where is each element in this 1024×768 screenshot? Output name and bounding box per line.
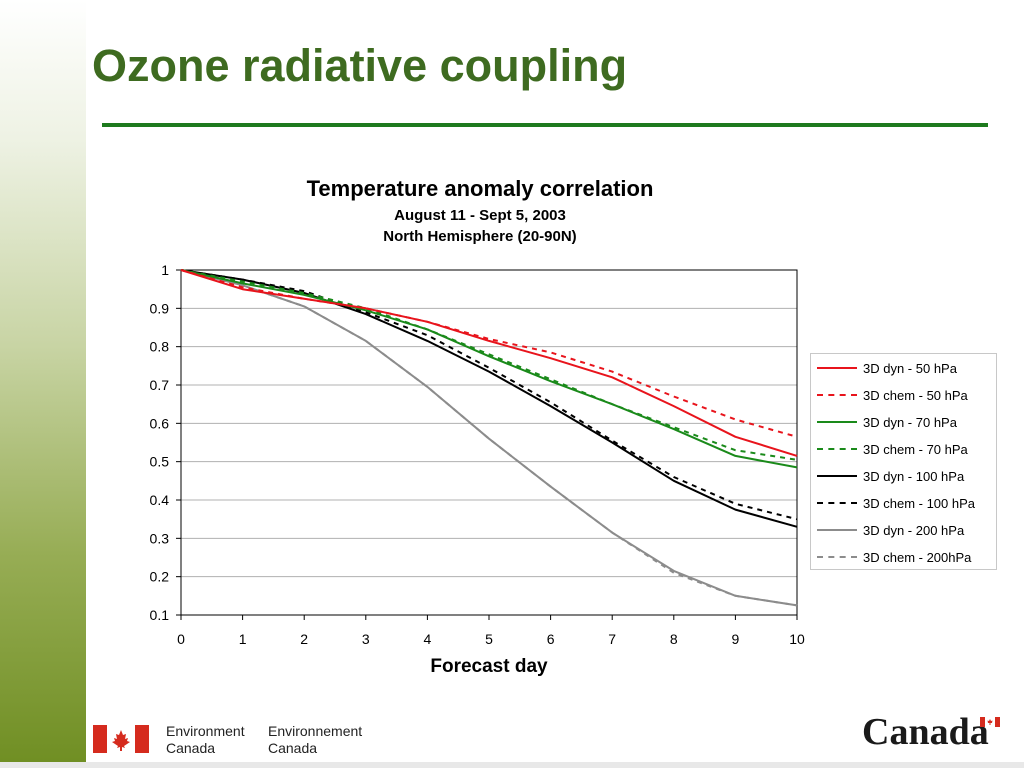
chart-subtitle-region: North Hemisphere (20-90N) — [383, 228, 577, 245]
legend-item: 3D chem - 70 hPa — [817, 439, 968, 459]
y-tick-label: 0.7 — [150, 377, 170, 393]
legend-item: 3D dyn - 50 hPa — [817, 358, 957, 378]
chart-title: Temperature anomaly correlation — [306, 176, 654, 201]
series-line-3d-chem-70-hpa — [180, 269, 798, 461]
canada-wordmark: Canada — [862, 711, 989, 753]
legend-swatch — [817, 421, 857, 423]
y-tick-label: 0.6 — [150, 415, 170, 431]
dept-fr-line1: Environnement — [268, 723, 363, 739]
legend-swatch — [817, 556, 857, 558]
chart-legend: 3D dyn - 50 hPa 3D chem - 50 hPa 3D dyn - … — [810, 353, 997, 570]
y-tick-label: 0.2 — [150, 569, 170, 585]
y-tick-label: 0.3 — [150, 530, 170, 546]
legend-label: 3D dyn - 200 hPa — [863, 522, 965, 538]
legend-swatch — [817, 367, 857, 369]
title-underline — [102, 123, 988, 127]
legend-label: 3D chem - 70 hPa — [863, 441, 968, 457]
legend-item: 3D dyn - 200 hPa — [817, 520, 964, 540]
x-tick-label: 10 — [789, 631, 805, 647]
series-line-3d-dyn-50-hpa — [180, 269, 798, 457]
legend-swatch — [817, 475, 857, 477]
y-tick-label: 0.9 — [150, 300, 170, 316]
legend-swatch — [817, 529, 857, 531]
x-tick-label: 9 — [732, 631, 740, 647]
legend-item: 3D dyn - 70 hPa — [817, 412, 957, 432]
plot-area-frame — [180, 269, 798, 616]
x-tick-label: 1 — [239, 631, 247, 647]
legend-label: 3D chem - 200hPa — [863, 549, 972, 565]
x-tick-label: 4 — [424, 631, 432, 647]
x-tick-label: 5 — [485, 631, 493, 647]
y-tick-label: 0.4 — [150, 492, 170, 508]
x-tick-label: 6 — [547, 631, 555, 647]
dept-en-line1: Environment — [166, 723, 245, 739]
dept-fr-line2: Canada — [268, 740, 318, 756]
legend-item: 3D chem - 100 hPa — [817, 493, 975, 513]
y-tick-label: 0.5 — [150, 454, 170, 470]
x-tick-label: 0 — [177, 631, 185, 647]
x-tick-label: 8 — [670, 631, 678, 647]
y-tick-label: 0.1 — [150, 607, 170, 623]
legend-label: 3D dyn - 50 hPa — [863, 360, 957, 376]
footer-bar — [0, 762, 1024, 768]
x-tick-label: 3 — [362, 631, 370, 647]
legend-swatch — [817, 502, 857, 504]
y-tick-label: 0.8 — [150, 339, 170, 355]
department-name-french: Environnement Canada — [268, 723, 362, 757]
legend-swatch — [817, 448, 857, 450]
slide-title: Ozone radiative coupling — [92, 40, 628, 91]
x-tick-label: 7 — [608, 631, 616, 647]
legend-item: 3D chem - 200hPa — [817, 547, 971, 567]
series-line-3d-chem-100-hpa — [180, 269, 798, 521]
series-line-3d-dyn-200-hpa — [180, 269, 798, 607]
legend-label: 3D chem - 50 hPa — [863, 387, 968, 403]
legend-label: 3D dyn - 100 hPa — [863, 468, 965, 484]
x-tick-label: 2 — [300, 631, 308, 647]
canada-flag-icon — [93, 725, 149, 753]
wordmark-flag-icon — [980, 717, 1000, 727]
legend-label: 3D dyn - 70 hPa — [863, 414, 957, 430]
chart-subtitle-dates: August 11 - Sept 5, 2003 — [394, 207, 566, 224]
legend-item: 3D chem - 50 hPa — [817, 385, 968, 405]
y-tick-label: 1 — [161, 262, 169, 278]
side-gradient-band — [0, 0, 86, 768]
department-name-english: Environment Canada — [166, 723, 245, 757]
series-line-3d-chem-50-hpa — [180, 269, 798, 438]
series-line-3d-dyn-70-hpa — [180, 269, 798, 469]
x-axis-title: Forecast day — [430, 656, 548, 677]
legend-swatch — [817, 394, 857, 396]
dept-en-line2: Canada — [166, 740, 216, 756]
legend-label: 3D chem - 100 hPa — [863, 495, 976, 511]
legend-item: 3D dyn - 100 hPa — [817, 466, 964, 486]
